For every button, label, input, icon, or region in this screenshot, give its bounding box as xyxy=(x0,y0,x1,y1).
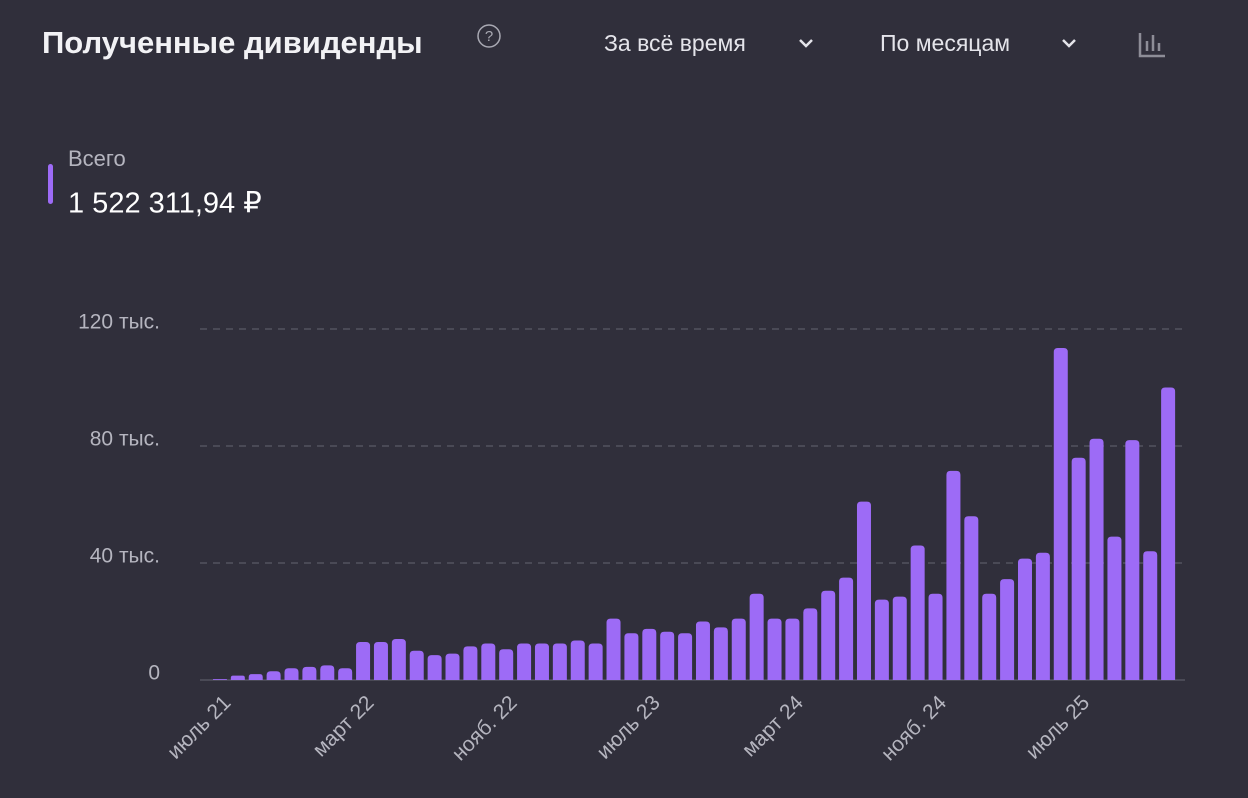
chart-title: Полученные дивиденды xyxy=(42,25,423,60)
bar xyxy=(517,643,532,680)
bar xyxy=(1143,551,1158,680)
x-tick-label: март 22 xyxy=(308,691,378,761)
bar xyxy=(248,674,263,680)
bar xyxy=(552,643,567,680)
bar xyxy=(1125,440,1140,680)
bar xyxy=(356,641,371,680)
bar xyxy=(624,633,639,680)
bar xyxy=(499,649,514,680)
help-icon[interactable]: ? xyxy=(477,24,501,48)
grouping-label: По месяцам xyxy=(880,30,1010,56)
bar xyxy=(320,665,335,680)
bar xyxy=(749,593,764,680)
bar xyxy=(1035,552,1050,680)
y-tick-label: 80 тыс. xyxy=(90,428,160,451)
bar xyxy=(1017,558,1032,680)
bar xyxy=(660,631,675,680)
bar xyxy=(1161,387,1176,680)
bar xyxy=(1053,348,1068,680)
bar xyxy=(534,643,549,680)
bar xyxy=(713,627,728,680)
bar xyxy=(481,643,496,680)
bar xyxy=(982,593,997,680)
bar xyxy=(856,501,871,680)
bar xyxy=(731,618,746,680)
bar xyxy=(463,646,478,680)
x-tick-label: июль 21 xyxy=(163,691,235,763)
bar xyxy=(606,618,621,680)
total-value: 1 522 311,94 ₽ xyxy=(68,188,262,220)
bar xyxy=(928,593,943,680)
bar xyxy=(1000,579,1015,680)
bar xyxy=(892,596,907,680)
bar xyxy=(803,608,818,680)
x-tick-label: нояб. 22 xyxy=(448,691,522,765)
legend-label: Всего xyxy=(68,146,126,171)
x-tick-label: июль 25 xyxy=(1022,691,1094,763)
y-tick-label: 120 тыс. xyxy=(78,311,160,334)
bar xyxy=(678,633,693,680)
bar xyxy=(445,653,460,680)
bar xyxy=(964,516,979,680)
x-tick-label: март 24 xyxy=(738,691,808,761)
x-tick-label: июль 23 xyxy=(592,691,664,763)
bar xyxy=(284,668,299,680)
period-label: За всё время xyxy=(604,30,746,56)
period-dropdown[interactable]: За всё время xyxy=(604,30,813,56)
svg-text:?: ? xyxy=(485,28,493,45)
bar xyxy=(785,618,800,680)
x-tick-label: нояб. 24 xyxy=(877,691,951,765)
bar xyxy=(338,668,353,680)
bar xyxy=(1071,457,1086,680)
bar xyxy=(212,679,227,680)
bar xyxy=(391,639,406,680)
bar xyxy=(839,577,854,680)
bar xyxy=(874,599,889,680)
bar xyxy=(427,655,442,680)
bar xyxy=(266,671,281,680)
bar xyxy=(302,666,317,680)
bar xyxy=(946,470,961,680)
grouping-dropdown[interactable]: По месяцам xyxy=(880,30,1076,56)
bar xyxy=(570,640,585,680)
bar xyxy=(695,621,710,680)
legend-swatch xyxy=(48,164,53,204)
bar xyxy=(1107,536,1122,680)
bar xyxy=(642,628,657,680)
bar xyxy=(910,545,925,680)
bar xyxy=(588,643,603,680)
bar xyxy=(409,650,424,680)
chart-type-button[interactable] xyxy=(1138,33,1165,58)
bar xyxy=(767,618,782,680)
bar xyxy=(230,675,245,680)
bar xyxy=(1089,438,1104,680)
bar xyxy=(821,590,836,680)
y-tick-label: 0 xyxy=(148,662,160,685)
y-tick-label: 40 тыс. xyxy=(90,545,160,568)
bar xyxy=(373,641,388,680)
